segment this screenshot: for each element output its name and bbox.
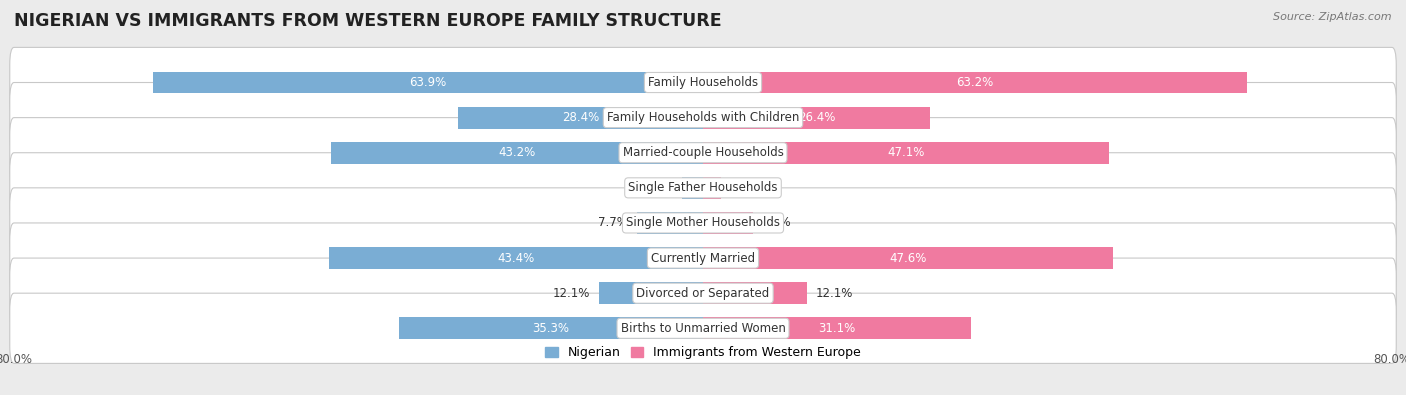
FancyBboxPatch shape [10,188,1396,258]
Bar [703,212,754,234]
Text: 47.6%: 47.6% [889,252,927,265]
FancyBboxPatch shape [10,293,1396,363]
Text: Married-couple Households: Married-couple Households [623,146,783,159]
FancyBboxPatch shape [10,118,1396,188]
Text: Family Households: Family Households [648,76,758,89]
Bar [703,318,970,339]
FancyBboxPatch shape [10,258,1396,328]
Text: 63.9%: 63.9% [409,76,447,89]
Text: 5.8%: 5.8% [762,216,792,229]
Legend: Nigerian, Immigrants from Western Europe: Nigerian, Immigrants from Western Europe [540,341,866,364]
Text: 12.1%: 12.1% [815,287,853,300]
Bar [458,107,703,128]
Bar [399,318,703,339]
Bar [153,71,703,93]
Bar [703,142,1108,164]
Text: Family Households with Children: Family Households with Children [607,111,799,124]
Text: Births to Unmarried Women: Births to Unmarried Women [620,322,786,335]
FancyBboxPatch shape [10,83,1396,153]
Text: 43.4%: 43.4% [498,252,534,265]
FancyBboxPatch shape [10,223,1396,293]
Text: 47.1%: 47.1% [887,146,925,159]
Text: 7.7%: 7.7% [598,216,628,229]
Text: 2.1%: 2.1% [730,181,759,194]
Bar [703,247,1114,269]
Text: 63.2%: 63.2% [956,76,994,89]
Text: 26.4%: 26.4% [799,111,835,124]
Bar [599,282,703,304]
Text: 35.3%: 35.3% [533,322,569,335]
Text: 2.4%: 2.4% [644,181,673,194]
Text: 31.1%: 31.1% [818,322,855,335]
Text: Single Mother Households: Single Mother Households [626,216,780,229]
Text: 28.4%: 28.4% [562,111,599,124]
Text: Single Father Households: Single Father Households [628,181,778,194]
Bar [703,71,1247,93]
Bar [330,142,703,164]
Bar [703,177,721,199]
Bar [703,107,931,128]
Bar [682,177,703,199]
Text: Currently Married: Currently Married [651,252,755,265]
Text: Source: ZipAtlas.com: Source: ZipAtlas.com [1274,12,1392,22]
Text: Divorced or Separated: Divorced or Separated [637,287,769,300]
FancyBboxPatch shape [10,153,1396,223]
Bar [637,212,703,234]
Bar [703,282,807,304]
Text: 12.1%: 12.1% [553,287,591,300]
FancyBboxPatch shape [10,47,1396,118]
Bar [329,247,703,269]
Text: 43.2%: 43.2% [498,146,536,159]
Text: NIGERIAN VS IMMIGRANTS FROM WESTERN EUROPE FAMILY STRUCTURE: NIGERIAN VS IMMIGRANTS FROM WESTERN EURO… [14,12,721,30]
